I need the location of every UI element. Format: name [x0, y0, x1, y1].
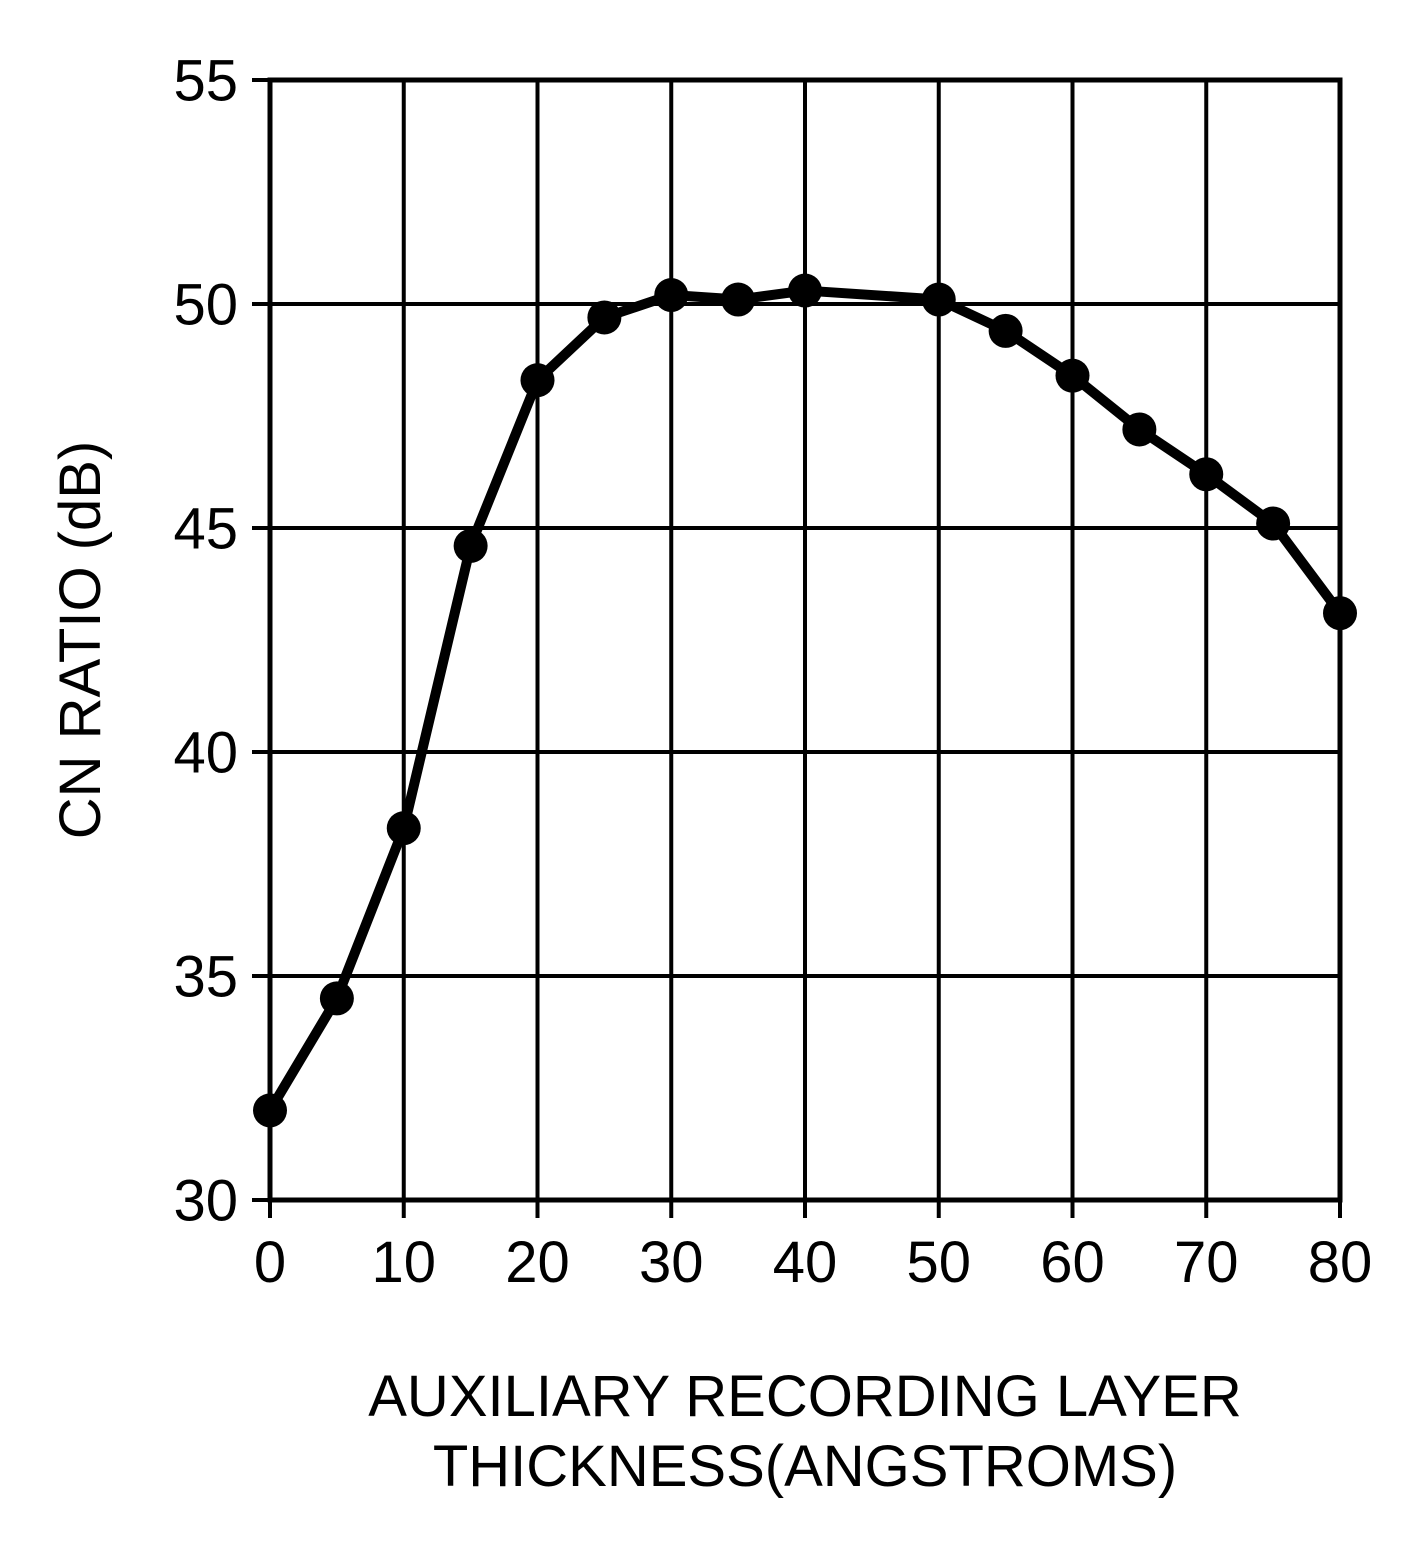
data-marker	[253, 1093, 287, 1127]
x-tick-label: 0	[254, 1230, 286, 1295]
data-marker	[587, 300, 621, 334]
x-tick-label: 60	[1040, 1230, 1105, 1295]
x-tick-label: 40	[773, 1230, 838, 1295]
data-marker	[922, 283, 956, 317]
data-marker	[454, 529, 488, 563]
cn-ratio-chart: 0 10 20 30 40 50 60 70 80 30 35 40 45 50 55 CN RATIO (d…	[0, 0, 1420, 1545]
chart-container: 0 10 20 30 40 50 60 70 80 30 35 40 45 50 55 CN RATIO (d…	[0, 0, 1420, 1550]
y-tick-label: 40	[173, 720, 238, 785]
y-tick-label: 55	[173, 48, 238, 113]
data-marker	[320, 981, 354, 1015]
y-axis-label: CN RATIO (dB)	[48, 441, 113, 840]
y-tick-label: 50	[173, 272, 238, 337]
x-tick-label: 50	[906, 1230, 971, 1295]
data-marker	[1256, 507, 1290, 541]
x-tick-label: 10	[371, 1230, 436, 1295]
y-tick-label: 45	[173, 496, 238, 561]
data-marker	[989, 314, 1023, 348]
x-axis-label-line1: AUXILIARY RECORDING LAYER	[368, 1364, 1241, 1429]
y-tick-label: 30	[173, 1168, 238, 1233]
x-tick-label: 80	[1308, 1230, 1373, 1295]
data-marker	[1056, 359, 1090, 393]
data-marker	[721, 283, 755, 317]
data-marker	[654, 278, 688, 312]
data-marker	[1122, 412, 1156, 446]
y-tick-label: 35	[173, 944, 238, 1009]
data-marker	[521, 363, 555, 397]
data-marker	[1189, 457, 1223, 491]
data-marker	[1323, 596, 1357, 630]
x-axis-label-line2: THICKNESS(ANGSTROMS)	[433, 1434, 1177, 1499]
x-tick-label: 70	[1174, 1230, 1239, 1295]
data-marker	[387, 811, 421, 845]
x-tick-label: 20	[505, 1230, 570, 1295]
data-marker	[788, 274, 822, 308]
x-tick-label: 30	[639, 1230, 704, 1295]
